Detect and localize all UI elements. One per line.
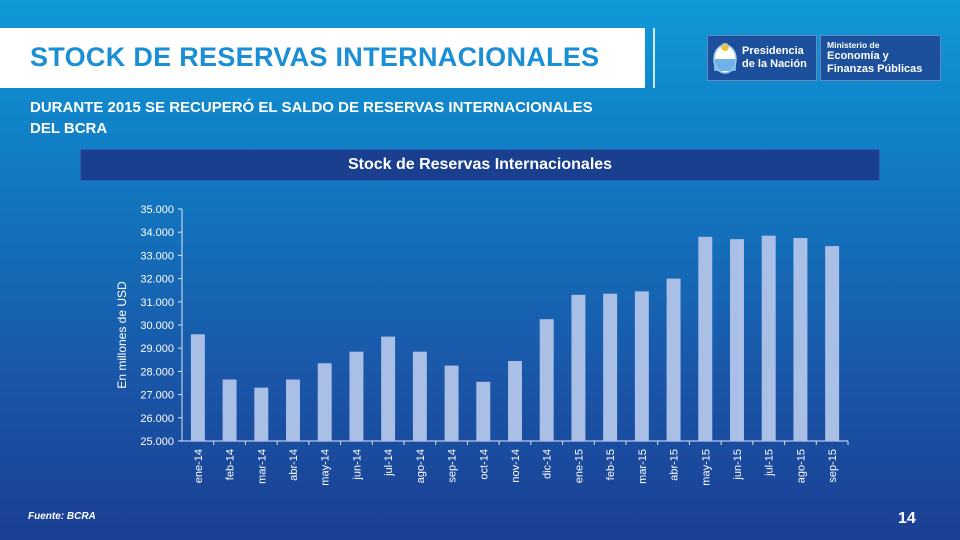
presidencia-line1: Presidencia [742,45,804,57]
ministerio-line2: Economía y [827,50,889,62]
x-tick-label: nov-14 [510,449,522,483]
title-banner: STOCK DE RESERVAS INTERNACIONALES [0,28,645,88]
bar-abr-14 [286,379,300,441]
y-tick-label: 32.000 [140,274,174,286]
bar-sep-14 [444,365,459,441]
ministerio-logo: Ministerio de Economía y Finanzas Públic… [820,35,941,81]
source-note: Fuente: BCRA [28,511,96,522]
bar-ago-14 [412,351,427,441]
bar-may-15 [698,236,713,441]
ministerio-line1: Ministerio de [827,40,880,50]
y-tick-label: 34.000 [140,227,174,239]
x-tick-label: ene-15 [573,449,585,483]
title-divider [653,28,655,88]
x-tick-label: jun-14 [351,449,363,481]
bar-nov-14 [508,360,522,441]
x-tick-label: abr-14 [288,449,300,481]
x-tick-label: jun-15 [732,449,744,481]
y-tick-label: 26.000 [140,413,174,425]
bar-oct-14 [476,381,491,441]
y-tick-label: 33.000 [140,250,174,262]
bar-jun-14 [349,351,364,441]
y-tick-label: 28.000 [140,366,174,378]
bar-sep-15 [825,246,840,441]
subtitle-line1: DURANTE 2015 SE RECUPERÓ EL SALDO DE RES… [30,99,593,116]
y-tick-label: 35.000 [140,204,174,216]
y-tick-label: 25.000 [140,436,174,448]
bar-dic-14 [539,319,554,441]
chart-title-bar: Stock de Reservas Internacionales [80,149,880,181]
x-tick-label: ago-15 [795,449,807,483]
government-logos: Presidencia de la Nación Ministerio de E… [707,35,941,81]
page-number: 14 [898,510,916,527]
bar-feb-14 [222,379,237,441]
y-tick-label: 31.000 [140,297,174,309]
x-tick-label: sep-14 [447,449,459,483]
bar-mar-14 [254,387,269,441]
bar-ago-15 [793,238,808,441]
bar-ene-15 [571,294,586,441]
presidencia-logo: Presidencia de la Nación [707,35,817,81]
subtitle-line2: DEL BCRA [30,120,108,137]
slide-title: STOCK DE RESERVAS INTERNACIONALES [30,42,600,72]
x-tick-label: dic-14 [542,449,554,479]
bar-abr-15 [666,278,681,441]
bar-ene-14 [190,334,205,441]
y-tick-label: 29.000 [140,343,174,355]
chart-title: Stock de Reservas Internacionales [347,156,613,173]
x-tick-label: may-15 [700,449,712,486]
y-axis-title: En millones de USD [115,281,129,389]
bar-jun-15 [730,239,744,441]
x-tick-label: mar-14 [256,449,268,484]
y-tick-label: 27.000 [140,390,174,402]
bar-jul-14 [381,336,396,441]
bar-feb-15 [603,293,618,441]
x-tick-label: may-14 [320,449,332,486]
bar-may-14 [317,363,332,441]
y-tick-label: 30.000 [140,320,174,332]
x-tick-label: feb-15 [605,449,617,480]
x-tick-label: oct-14 [478,449,490,480]
slide-subtitle: DURANTE 2015 SE RECUPERÓ EL SALDO DE RES… [30,97,750,139]
x-tick-label: feb-14 [225,449,237,480]
bar-jul-15 [761,235,776,441]
x-tick-label: sep-15 [827,449,839,483]
x-tick-label: abr-15 [669,449,681,481]
x-tick-label: jul-14 [383,449,395,477]
x-tick-label: ago-14 [415,449,427,483]
x-tick-label: jul-15 [764,449,776,477]
ministerio-line3: Finanzas Públicas [827,63,923,75]
x-tick-label: ene-14 [193,449,205,483]
x-tick-label: mar-15 [637,449,649,484]
presidencia-line2: de la Nación [742,58,807,70]
national-seal-icon [713,43,737,74]
bar-mar-15 [634,291,649,441]
